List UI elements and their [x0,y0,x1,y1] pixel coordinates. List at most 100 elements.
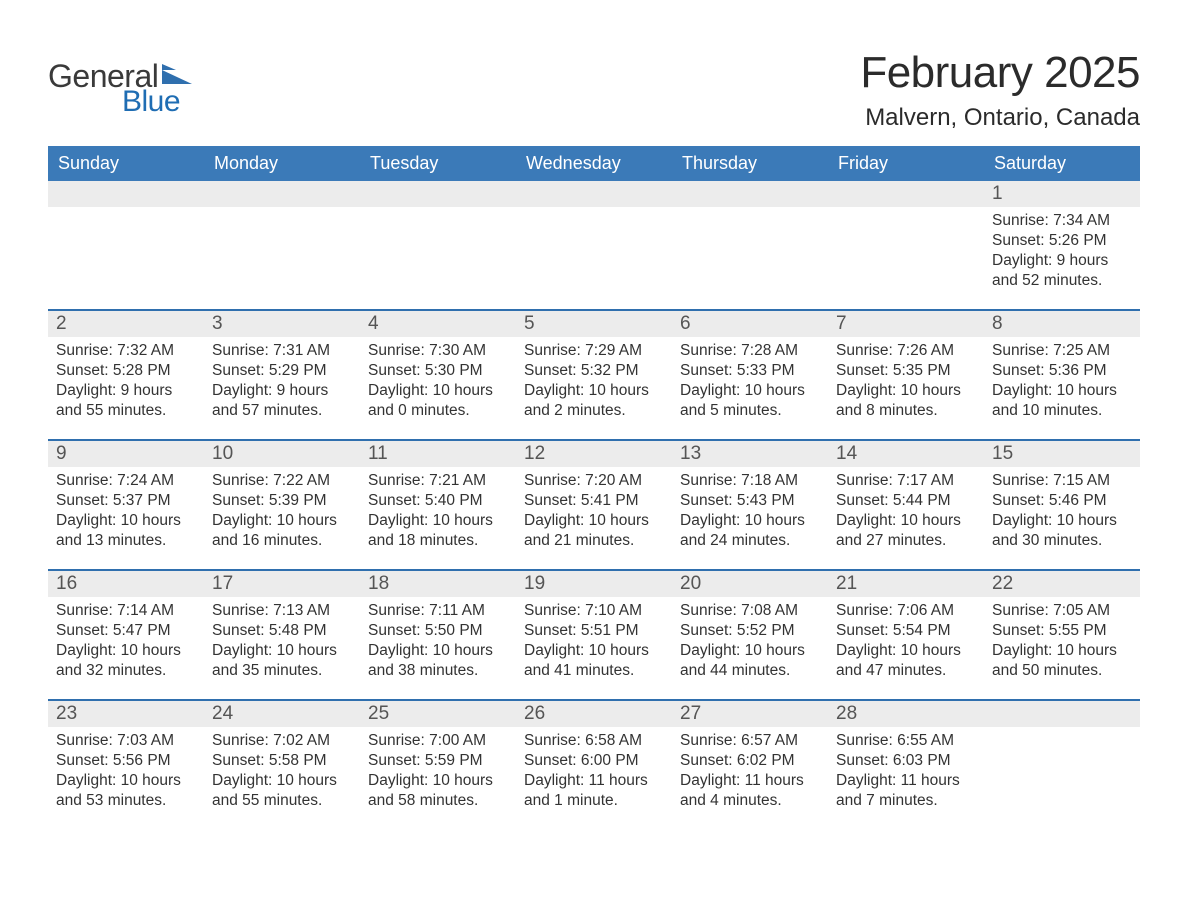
daylight-text: Daylight: 10 hours [56,511,196,531]
daylight-text: and 27 minutes. [836,531,976,551]
day-details [48,207,204,309]
sunrise-text: Sunrise: 7:05 AM [992,601,1132,621]
day-number: 28 [828,701,984,727]
weekday-header-cell: Thursday [672,146,828,181]
sunrise-text: Sunrise: 7:24 AM [56,471,196,491]
details-row: Sunrise: 7:32 AMSunset: 5:28 PMDaylight:… [48,337,1140,439]
sunrise-text: Sunrise: 7:29 AM [524,341,664,361]
sunset-text: Sunset: 6:02 PM [680,751,820,771]
daynum-row: 16171819202122 [48,571,1140,597]
sunrise-text: Sunrise: 7:20 AM [524,471,664,491]
sunset-text: Sunset: 5:43 PM [680,491,820,511]
sunset-text: Sunset: 5:58 PM [212,751,352,771]
day-details [672,207,828,309]
details-row: Sunrise: 7:03 AMSunset: 5:56 PMDaylight:… [48,727,1140,829]
day-details [516,207,672,309]
daylight-text: Daylight: 11 hours [524,771,664,791]
day-details: Sunrise: 7:00 AMSunset: 5:59 PMDaylight:… [360,727,516,829]
logo: General Blue [48,58,192,119]
day-number [360,181,516,207]
sunrise-text: Sunrise: 7:31 AM [212,341,352,361]
day-details [204,207,360,309]
day-number: 16 [48,571,204,597]
day-details: Sunrise: 7:22 AMSunset: 5:39 PMDaylight:… [204,467,360,569]
daylight-text: and 30 minutes. [992,531,1132,551]
day-details: Sunrise: 7:34 AMSunset: 5:26 PMDaylight:… [984,207,1140,309]
sunrise-text: Sunrise: 6:55 AM [836,731,976,751]
daylight-text: Daylight: 10 hours [212,511,352,531]
daylight-text: and 1 minute. [524,791,664,811]
day-details: Sunrise: 7:32 AMSunset: 5:28 PMDaylight:… [48,337,204,439]
day-number: 6 [672,311,828,337]
sunset-text: Sunset: 6:00 PM [524,751,664,771]
day-number: 24 [204,701,360,727]
calendar-week: 2345678Sunrise: 7:32 AMSunset: 5:28 PMDa… [48,309,1140,439]
sunset-text: Sunset: 5:59 PM [368,751,508,771]
daylight-text: and 44 minutes. [680,661,820,681]
daylight-text: Daylight: 10 hours [836,511,976,531]
daynum-row: 1 [48,181,1140,207]
day-details: Sunrise: 7:28 AMSunset: 5:33 PMDaylight:… [672,337,828,439]
day-number: 23 [48,701,204,727]
sunrise-text: Sunrise: 7:11 AM [368,601,508,621]
header-region: General Blue February 2025 Malvern, Onta… [48,40,1140,132]
calendar-week: 9101112131415Sunrise: 7:24 AMSunset: 5:3… [48,439,1140,569]
sunset-text: Sunset: 6:03 PM [836,751,976,771]
sunset-text: Sunset: 5:40 PM [368,491,508,511]
day-details [360,207,516,309]
daylight-text: Daylight: 10 hours [836,641,976,661]
sunset-text: Sunset: 5:54 PM [836,621,976,641]
day-details: Sunrise: 7:08 AMSunset: 5:52 PMDaylight:… [672,597,828,699]
day-number: 3 [204,311,360,337]
day-details: Sunrise: 7:06 AMSunset: 5:54 PMDaylight:… [828,597,984,699]
day-details: Sunrise: 7:26 AMSunset: 5:35 PMDaylight:… [828,337,984,439]
sunrise-text: Sunrise: 7:26 AM [836,341,976,361]
sunset-text: Sunset: 5:41 PM [524,491,664,511]
daylight-text: Daylight: 10 hours [368,641,508,661]
weekday-header-cell: Friday [828,146,984,181]
daylight-text: Daylight: 10 hours [680,511,820,531]
daylight-text: Daylight: 10 hours [992,381,1132,401]
daylight-text: and 2 minutes. [524,401,664,421]
sunset-text: Sunset: 5:51 PM [524,621,664,641]
weekday-header-row: Sunday Monday Tuesday Wednesday Thursday… [48,146,1140,181]
day-number [516,181,672,207]
sunset-text: Sunset: 5:47 PM [56,621,196,641]
daylight-text: and 10 minutes. [992,401,1132,421]
sunrise-text: Sunrise: 7:28 AM [680,341,820,361]
daylight-text: Daylight: 9 hours [212,381,352,401]
calendar-week: 1Sunrise: 7:34 AMSunset: 5:26 PMDaylight… [48,181,1140,309]
day-number [984,701,1140,727]
sunrise-text: Sunrise: 7:17 AM [836,471,976,491]
daylight-text: and 55 minutes. [56,401,196,421]
sunset-text: Sunset: 5:35 PM [836,361,976,381]
page-subtitle: Malvern, Ontario, Canada [860,104,1140,132]
sunset-text: Sunset: 5:39 PM [212,491,352,511]
day-details: Sunrise: 7:05 AMSunset: 5:55 PMDaylight:… [984,597,1140,699]
sunrise-text: Sunrise: 7:18 AM [680,471,820,491]
daylight-text: Daylight: 10 hours [56,771,196,791]
daylight-text: and 0 minutes. [368,401,508,421]
sunset-text: Sunset: 5:29 PM [212,361,352,381]
daylight-text: and 50 minutes. [992,661,1132,681]
sunset-text: Sunset: 5:33 PM [680,361,820,381]
sunset-text: Sunset: 5:36 PM [992,361,1132,381]
day-details: Sunrise: 7:24 AMSunset: 5:37 PMDaylight:… [48,467,204,569]
day-details: Sunrise: 7:18 AMSunset: 5:43 PMDaylight:… [672,467,828,569]
daylight-text: and 35 minutes. [212,661,352,681]
day-number: 1 [984,181,1140,207]
sunrise-text: Sunrise: 7:25 AM [992,341,1132,361]
sunset-text: Sunset: 5:46 PM [992,491,1132,511]
sunrise-text: Sunrise: 7:14 AM [56,601,196,621]
day-details: Sunrise: 7:31 AMSunset: 5:29 PMDaylight:… [204,337,360,439]
details-row: Sunrise: 7:24 AMSunset: 5:37 PMDaylight:… [48,467,1140,569]
day-number [672,181,828,207]
page: General Blue February 2025 Malvern, Onta… [0,0,1188,869]
daylight-text: and 5 minutes. [680,401,820,421]
day-details: Sunrise: 6:57 AMSunset: 6:02 PMDaylight:… [672,727,828,829]
daylight-text: Daylight: 10 hours [368,511,508,531]
calendar-week: 232425262728Sunrise: 7:03 AMSunset: 5:56… [48,699,1140,829]
sunrise-text: Sunrise: 7:00 AM [368,731,508,751]
daylight-text: and 53 minutes. [56,791,196,811]
day-number: 15 [984,441,1140,467]
